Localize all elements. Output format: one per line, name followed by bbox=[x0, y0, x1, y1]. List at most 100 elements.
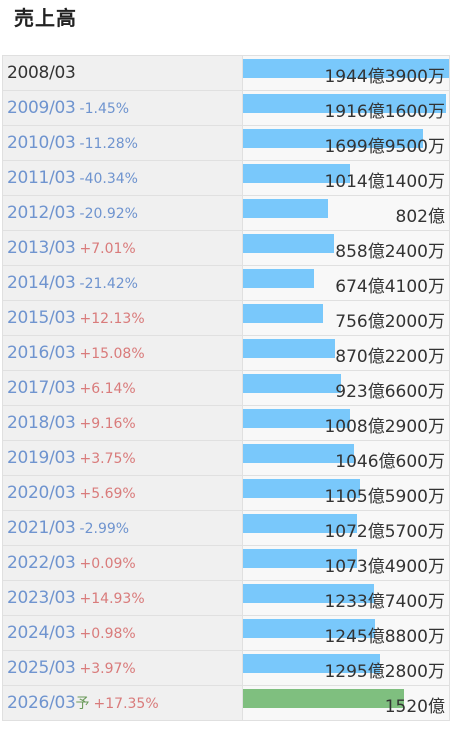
year-label: 2018/03 bbox=[7, 413, 76, 433]
value-label: 1105億5900万 bbox=[324, 487, 445, 507]
table-row: 2015/03 +12.13% 756億2000万 bbox=[2, 300, 450, 336]
table-row: 2014/03 -21.42% 674億4100万 bbox=[2, 265, 450, 301]
revenue-bar bbox=[243, 514, 357, 533]
bar-cell: 870億2200万 bbox=[242, 335, 450, 371]
value-label: 1073億4900万 bbox=[324, 557, 445, 577]
row-label: 2022/03 +0.09% bbox=[2, 545, 243, 581]
table-row: 2019/03 +3.75% 1046億600万 bbox=[2, 440, 450, 476]
change-percent: +9.16% bbox=[79, 416, 136, 432]
change-percent: -11.28% bbox=[79, 136, 138, 152]
row-label: 2012/03 -20.92% bbox=[2, 195, 243, 231]
change-percent: +14.93% bbox=[79, 591, 145, 607]
year-label: 2021/03 bbox=[7, 518, 76, 538]
bar-cell: 1073億4900万 bbox=[242, 545, 450, 581]
change-percent: -1.45% bbox=[79, 101, 130, 117]
row-label: 2018/03 +9.16% bbox=[2, 405, 243, 441]
change-percent: +12.13% bbox=[79, 311, 145, 327]
value-label: 756億2000万 bbox=[335, 312, 445, 332]
table-row: 2022/03 +0.09% 1073億4900万 bbox=[2, 545, 450, 581]
year-label: 2019/03 bbox=[7, 448, 76, 468]
change-percent: -2.99% bbox=[79, 521, 130, 537]
year-label: 2009/03 bbox=[7, 98, 76, 118]
change-percent: -40.34% bbox=[79, 171, 138, 187]
table-row: 2024/03 +0.98% 1245億8800万 bbox=[2, 615, 450, 651]
bar-cell: 1245億8800万 bbox=[242, 615, 450, 651]
bar-cell: 756億2000万 bbox=[242, 300, 450, 336]
value-label: 1245億8800万 bbox=[324, 627, 445, 647]
row-label: 2021/03 -2.99% bbox=[2, 510, 243, 546]
change-percent: +0.09% bbox=[79, 556, 136, 572]
revenue-bar bbox=[243, 94, 446, 113]
revenue-bar bbox=[243, 59, 449, 78]
year-label: 2022/03 bbox=[7, 553, 76, 573]
year-label: 2020/03 bbox=[7, 483, 76, 503]
row-label: 2017/03 +6.14% bbox=[2, 370, 243, 406]
revenue-bar bbox=[243, 409, 350, 428]
table-row: 2025/03 +3.97% 1295億2800万 bbox=[2, 650, 450, 686]
row-label: 2014/03 -21.42% bbox=[2, 265, 243, 301]
bar-cell: 1072億5700万 bbox=[242, 510, 450, 546]
revenue-bar bbox=[243, 374, 341, 393]
value-label: 1295億2800万 bbox=[324, 662, 445, 682]
revenue-bar bbox=[243, 444, 354, 463]
table-row: 2012/03 -20.92% 802億 bbox=[2, 195, 450, 231]
table-row: 2023/03 +14.93% 1233億7400万 bbox=[2, 580, 450, 616]
bar-cell: 1105億5900万 bbox=[242, 475, 450, 511]
year-label: 2026/03 bbox=[7, 693, 76, 713]
value-label: 1916億1600万 bbox=[324, 102, 445, 122]
row-label: 2024/03 +0.98% bbox=[2, 615, 243, 651]
revenue-bar bbox=[243, 269, 314, 288]
row-label: 2010/03 -11.28% bbox=[2, 125, 243, 161]
bar-cell: 923億6600万 bbox=[242, 370, 450, 406]
table-row: 2009/03 -1.45% 1916億1600万 bbox=[2, 90, 450, 126]
revenue-bar bbox=[243, 199, 328, 218]
value-label: 858億2400万 bbox=[335, 242, 445, 262]
row-label: 2020/03 +5.69% bbox=[2, 475, 243, 511]
table-row: 2017/03 +6.14% 923億6600万 bbox=[2, 370, 450, 406]
revenue-bar bbox=[243, 654, 380, 673]
change-percent: +5.69% bbox=[79, 486, 136, 502]
table-row: 2013/03 +7.01% 858億2400万 bbox=[2, 230, 450, 266]
change-percent: +15.08% bbox=[79, 346, 145, 362]
value-label: 1046億600万 bbox=[335, 452, 445, 472]
table-row: 2026/03予 +17.35% 1520億 bbox=[2, 685, 450, 721]
year-label: 2015/03 bbox=[7, 308, 76, 328]
revenue-bar bbox=[243, 584, 374, 603]
row-label: 2008/03 bbox=[2, 55, 243, 91]
bar-cell: 802億 bbox=[242, 195, 450, 231]
bar-cell: 1233億7400万 bbox=[242, 580, 450, 616]
value-label: 870億2200万 bbox=[335, 347, 445, 367]
bar-cell: 674億4100万 bbox=[242, 265, 450, 301]
revenue-bar bbox=[243, 304, 323, 323]
change-percent: -20.92% bbox=[79, 206, 138, 222]
forecast-bar bbox=[243, 689, 404, 708]
year-label: 2023/03 bbox=[7, 588, 76, 608]
row-label: 2026/03予 +17.35% bbox=[2, 685, 243, 721]
table-row: 2021/03 -2.99% 1072億5700万 bbox=[2, 510, 450, 546]
value-label: 1944億3900万 bbox=[324, 67, 445, 87]
value-label: 1014億1400万 bbox=[324, 172, 445, 192]
year-label: 2016/03 bbox=[7, 343, 76, 363]
bar-cell: 1699億9500万 bbox=[242, 125, 450, 161]
revenue-bar bbox=[243, 164, 350, 183]
change-percent: +3.97% bbox=[79, 661, 136, 677]
row-label: 2016/03 +15.08% bbox=[2, 335, 243, 371]
value-label: 1072億5700万 bbox=[324, 522, 445, 542]
bar-cell: 1944億3900万 bbox=[242, 55, 450, 91]
change-percent: -21.42% bbox=[79, 276, 138, 292]
value-label: 1233億7400万 bbox=[324, 592, 445, 612]
year-label: 2014/03 bbox=[7, 273, 76, 293]
table-row: 2018/03 +9.16% 1008億2900万 bbox=[2, 405, 450, 441]
sales-bar-table: 2008/03 1944億3900万 2009/03 -1.45% 1916億1600万… bbox=[2, 55, 450, 721]
revenue-bar bbox=[243, 129, 423, 148]
bar-cell: 1520億 bbox=[242, 685, 450, 721]
row-label: 2013/03 +7.01% bbox=[2, 230, 243, 266]
chart-title: 売上高 bbox=[14, 6, 77, 30]
change-percent: +6.14% bbox=[79, 381, 136, 397]
table-row: 2016/03 +15.08% 870億2200万 bbox=[2, 335, 450, 371]
revenue-bar bbox=[243, 234, 334, 253]
revenue-bar bbox=[243, 619, 375, 638]
value-label: 674億4100万 bbox=[335, 277, 445, 297]
year-label: 2011/03 bbox=[7, 168, 76, 188]
table-row: 2011/03 -40.34% 1014億1400万 bbox=[2, 160, 450, 196]
